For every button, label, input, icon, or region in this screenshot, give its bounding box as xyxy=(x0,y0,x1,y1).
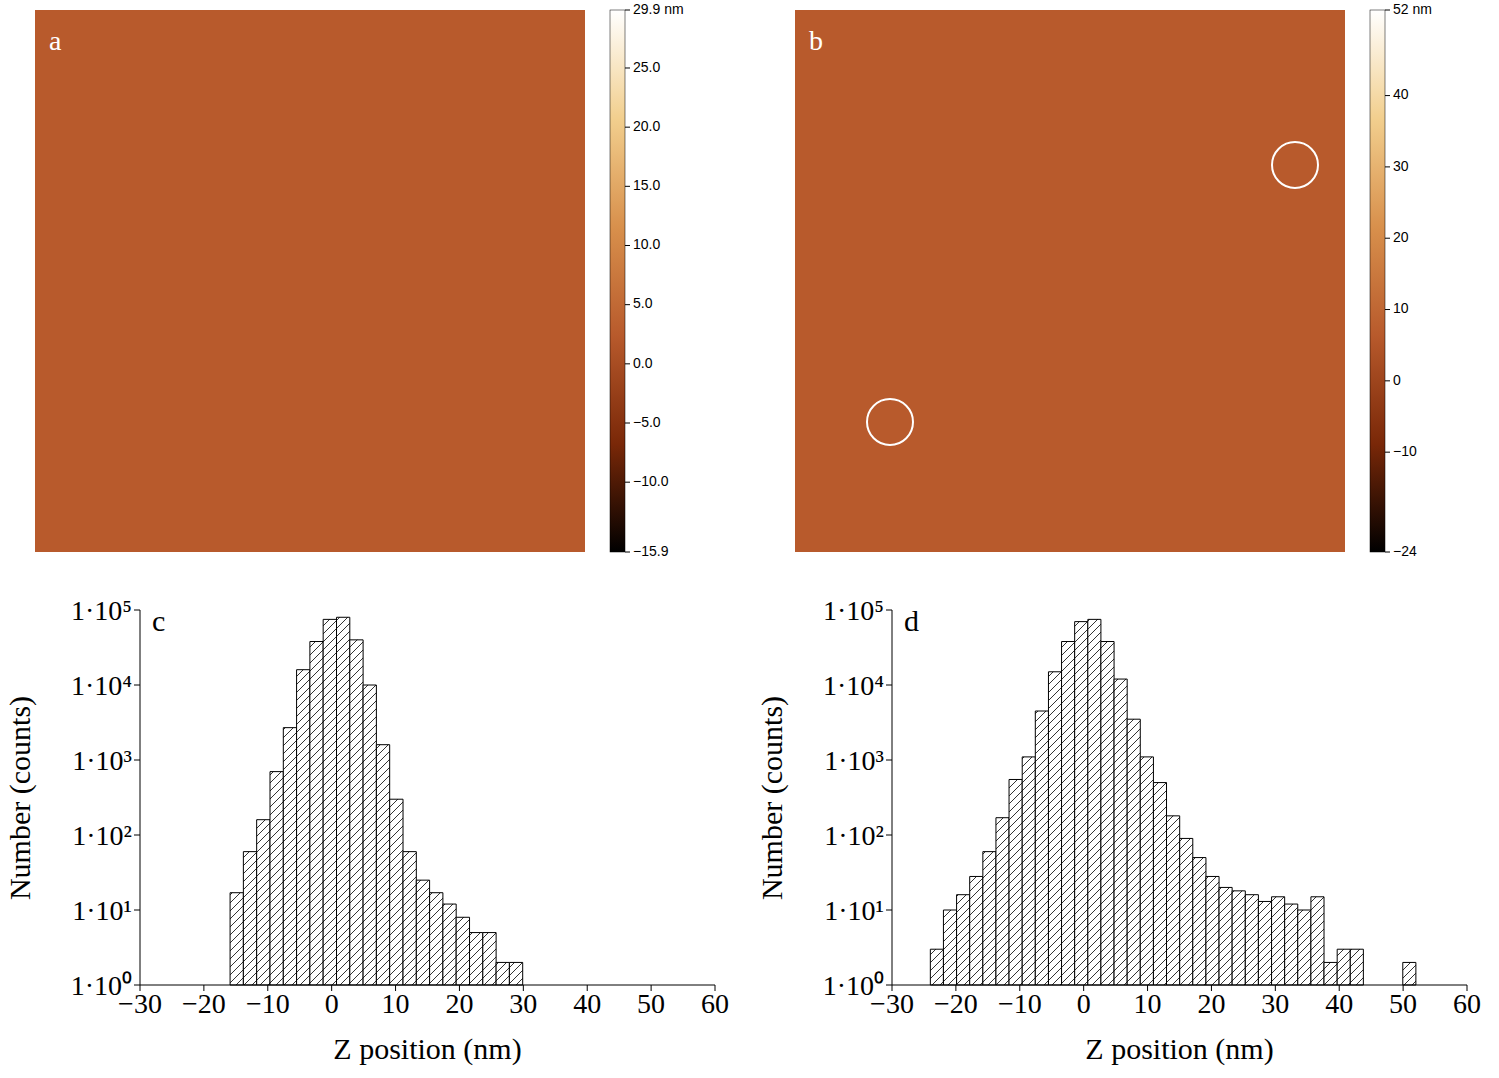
svg-text:0: 0 xyxy=(1077,988,1091,1019)
svg-text:−30: −30 xyxy=(870,987,914,1019)
svg-text:40: 40 xyxy=(573,988,601,1019)
svg-text:29.9 nm: 29.9 nm xyxy=(633,1,684,17)
svg-text:30: 30 xyxy=(509,988,537,1019)
html-text:Number (counts): Number (counts) xyxy=(3,695,36,900)
svg-text:10: 10 xyxy=(1393,300,1409,316)
svg-text:−10: −10 xyxy=(998,988,1042,1019)
html-text:Z position (nm): Z position (nm) xyxy=(333,1032,522,1065)
svg-text:−5.0: −5.0 xyxy=(633,414,661,430)
svg-text:20: 20 xyxy=(1197,988,1225,1019)
svg-text:−10.0: −10.0 xyxy=(633,473,669,489)
html-text:Z position (nm): Z position (nm) xyxy=(1085,1032,1274,1065)
svg-text:10.0: 10.0 xyxy=(633,236,660,252)
svg-text:−10: −10 xyxy=(1393,443,1417,459)
svg-text:40: 40 xyxy=(1393,86,1409,102)
svg-text:60: 60 xyxy=(701,988,729,1019)
svg-text:0.0: 0.0 xyxy=(633,355,653,371)
svg-text:1·10⁰: 1·10⁰ xyxy=(823,970,884,1001)
svg-text:50: 50 xyxy=(637,988,665,1019)
svg-text:20.0: 20.0 xyxy=(633,118,660,134)
svg-text:−20: −20 xyxy=(934,988,978,1019)
svg-text:15.0: 15.0 xyxy=(633,177,660,193)
svg-text:1·10³: 1·10³ xyxy=(72,745,132,776)
svg-text:25.0: 25.0 xyxy=(633,59,660,75)
svg-text:60: 60 xyxy=(1453,988,1481,1019)
svg-text:1·10¹: 1·10¹ xyxy=(72,895,132,926)
svg-text:1·10³: 1·10³ xyxy=(824,745,884,776)
svg-text:5.0: 5.0 xyxy=(633,295,653,311)
html-text:c: c xyxy=(152,604,166,637)
svg-text:1·10¹: 1·10¹ xyxy=(824,895,884,926)
html-text:Number (counts): Number (counts) xyxy=(755,695,788,900)
svg-text:10: 10 xyxy=(382,988,410,1019)
html-text:d: d xyxy=(904,604,919,637)
svg-text:0: 0 xyxy=(1393,372,1401,388)
svg-text:a: a xyxy=(49,25,62,56)
svg-text:30: 30 xyxy=(1261,988,1289,1019)
svg-text:20: 20 xyxy=(1393,229,1409,245)
svg-text:1·10⁵: 1·10⁵ xyxy=(71,595,132,626)
svg-text:−15.9: −15.9 xyxy=(633,543,669,559)
svg-text:52 nm: 52 nm xyxy=(1393,1,1432,17)
svg-text:1·10⁵: 1·10⁵ xyxy=(823,595,884,626)
svg-text:50: 50 xyxy=(1389,988,1417,1019)
svg-text:10: 10 xyxy=(1134,988,1162,1019)
svg-text:1·10²: 1·10² xyxy=(824,820,884,851)
svg-text:−30: −30 xyxy=(118,987,162,1019)
svg-text:1·10⁴: 1·10⁴ xyxy=(71,670,132,701)
svg-text:b: b xyxy=(809,25,823,56)
svg-text:−24: −24 xyxy=(1393,543,1417,559)
svg-text:−10: −10 xyxy=(246,988,290,1019)
svg-text:0: 0 xyxy=(325,988,339,1019)
svg-text:40: 40 xyxy=(1325,988,1353,1019)
svg-text:1·10⁰: 1·10⁰ xyxy=(71,970,132,1001)
svg-text:1·10⁴: 1·10⁴ xyxy=(823,670,884,701)
svg-text:30: 30 xyxy=(1393,158,1409,174)
svg-text:20: 20 xyxy=(445,988,473,1019)
svg-text:1·10²: 1·10² xyxy=(72,820,132,851)
svg-text:−20: −20 xyxy=(182,988,226,1019)
